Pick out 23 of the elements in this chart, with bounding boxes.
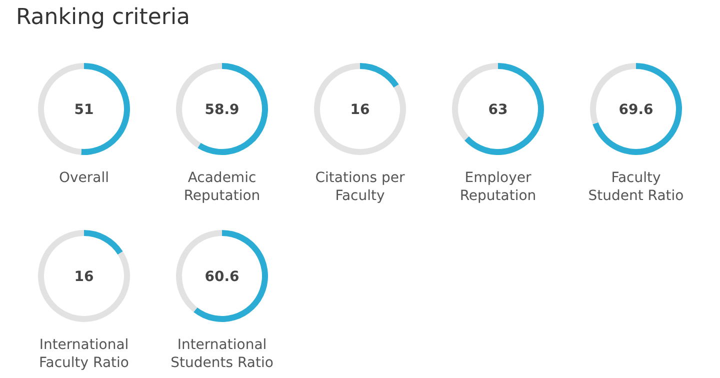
text: 60.6 xyxy=(204,269,240,285)
donut-slice xyxy=(464,63,544,155)
text: Faculty Student Ratio xyxy=(588,170,684,204)
text: 16 xyxy=(74,269,94,285)
donut-slice xyxy=(592,63,682,155)
donut-slice xyxy=(360,63,399,88)
text: Ranking criteria xyxy=(16,5,190,30)
text: International Students Ratio xyxy=(170,337,274,371)
text: Overall xyxy=(58,170,110,186)
donut-slice xyxy=(38,230,130,322)
donut-slice xyxy=(314,63,406,155)
text: International Faculty Ratio xyxy=(39,337,129,371)
text: 16 xyxy=(350,102,370,118)
text: Academic Reputation xyxy=(184,170,260,204)
text: 63 xyxy=(488,102,508,118)
text: Employer Reputation xyxy=(460,170,536,204)
text: 58.9 xyxy=(204,102,240,118)
donut-slice xyxy=(194,230,268,322)
donut-slice xyxy=(198,63,268,155)
text: 51 xyxy=(74,102,94,118)
text: Citations per Faculty xyxy=(315,170,406,204)
text: 69.6 xyxy=(618,102,654,118)
donut-slice xyxy=(84,230,123,255)
